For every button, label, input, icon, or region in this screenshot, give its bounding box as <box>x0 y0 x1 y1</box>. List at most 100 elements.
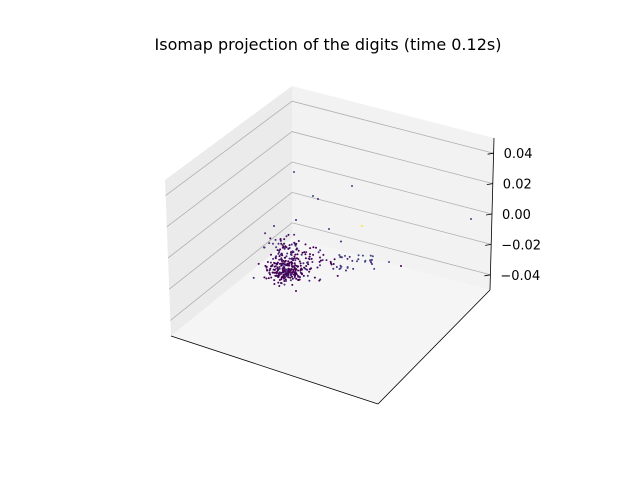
scatter-point <box>284 256 287 259</box>
scatter-point <box>280 264 283 267</box>
scatter-point <box>263 246 265 249</box>
scatter-point <box>283 247 286 250</box>
scatter-point <box>288 270 290 273</box>
scatter-point <box>292 259 294 262</box>
z-tick-mark <box>484 274 491 277</box>
scatter-points <box>252 171 472 292</box>
scatter-point <box>271 271 274 274</box>
scatter-point <box>279 253 282 256</box>
scatter-point <box>274 268 277 271</box>
scatter-point <box>280 242 283 245</box>
z-tick-label: −0.04 <box>500 269 540 284</box>
scatter-point <box>361 225 363 227</box>
scatter-point <box>282 275 285 278</box>
scatter-point <box>293 262 296 265</box>
z-axis-ticks: 0.04 0.02 0.00 −0.02 −0.04 <box>484 147 541 284</box>
scatter-point <box>270 253 272 256</box>
z-gridline <box>167 161 493 259</box>
scatter-point <box>274 238 277 241</box>
scatter-point <box>291 257 293 260</box>
scatter-point <box>305 251 308 254</box>
scatter-point <box>297 249 300 252</box>
scatter-point <box>284 264 287 267</box>
scatter-point <box>357 258 360 261</box>
z-gridline <box>170 222 491 321</box>
scatter-point <box>328 228 330 230</box>
scatter-point <box>340 240 342 243</box>
scatter-point <box>296 265 299 268</box>
scatter-point <box>301 272 303 275</box>
scatter-point <box>312 195 314 197</box>
scatter-point <box>283 238 286 241</box>
scatter-point <box>293 274 296 277</box>
scatter-point <box>292 270 295 273</box>
scatter-point <box>339 264 342 267</box>
scatter-point <box>293 276 296 279</box>
z-tick-label: 0.00 <box>502 208 531 223</box>
scatter-point <box>298 260 301 263</box>
scatter-point <box>311 261 314 263</box>
scatter-point <box>318 260 321 263</box>
scatter-point <box>356 260 358 263</box>
scatter-point <box>351 259 354 262</box>
scatter-point <box>277 281 280 284</box>
scatter-point <box>283 242 286 245</box>
scatter-point <box>319 256 321 259</box>
scatter-point <box>297 258 300 261</box>
scatter-point <box>270 276 273 279</box>
scatter-point <box>283 280 286 282</box>
scatter-point <box>265 265 268 268</box>
scatter-point <box>319 249 322 252</box>
scatter-point <box>315 246 317 249</box>
scatter-point <box>285 280 287 282</box>
scatter-point <box>277 252 280 255</box>
scatter-point <box>278 279 281 281</box>
scatter-point <box>283 277 285 280</box>
scatter-point <box>274 262 276 265</box>
scatter-point <box>264 232 267 235</box>
scatter-point <box>285 273 288 276</box>
scatter-point <box>290 261 293 264</box>
scatter-point <box>263 276 266 279</box>
scatter-point <box>281 260 283 263</box>
floor-pane <box>171 238 490 404</box>
scatter-point <box>286 262 289 265</box>
scatter-point <box>275 262 278 265</box>
scatter-point <box>295 248 298 251</box>
scatter-point <box>280 282 282 284</box>
scatter-point <box>277 242 280 245</box>
scatter-point <box>370 261 373 264</box>
scatter-point <box>369 254 372 257</box>
scatter-point <box>278 251 281 254</box>
z-tick-mark <box>485 213 493 216</box>
scatter-point <box>333 258 336 261</box>
scatter-point <box>266 261 269 263</box>
scatter-point <box>308 270 311 273</box>
scatter-point <box>289 276 292 279</box>
scatter-point <box>291 275 293 278</box>
scatter-point <box>302 274 305 277</box>
scatter-point <box>470 218 472 220</box>
scatter-point <box>339 256 342 259</box>
scatter-point <box>345 269 347 272</box>
scatter-point <box>364 259 367 262</box>
scatter-point <box>284 245 287 248</box>
scatter-point <box>279 273 282 276</box>
scatter-point <box>306 268 309 271</box>
scatter-point <box>273 271 276 274</box>
scatter-point <box>284 259 287 262</box>
scatter-point <box>289 269 292 272</box>
scatter-point <box>275 246 278 249</box>
scatter-point <box>301 251 304 254</box>
scatter-point <box>317 198 319 200</box>
scatter-point <box>308 255 311 258</box>
scatter-point <box>357 254 360 257</box>
scatter-point <box>309 247 312 250</box>
scatter-point <box>291 250 294 253</box>
scatter-point <box>282 271 285 274</box>
scatter-point <box>344 254 346 257</box>
scatter-point <box>276 249 279 252</box>
scatter-point <box>278 266 281 268</box>
scatter-point <box>280 258 283 261</box>
y-axis-line <box>377 289 491 405</box>
